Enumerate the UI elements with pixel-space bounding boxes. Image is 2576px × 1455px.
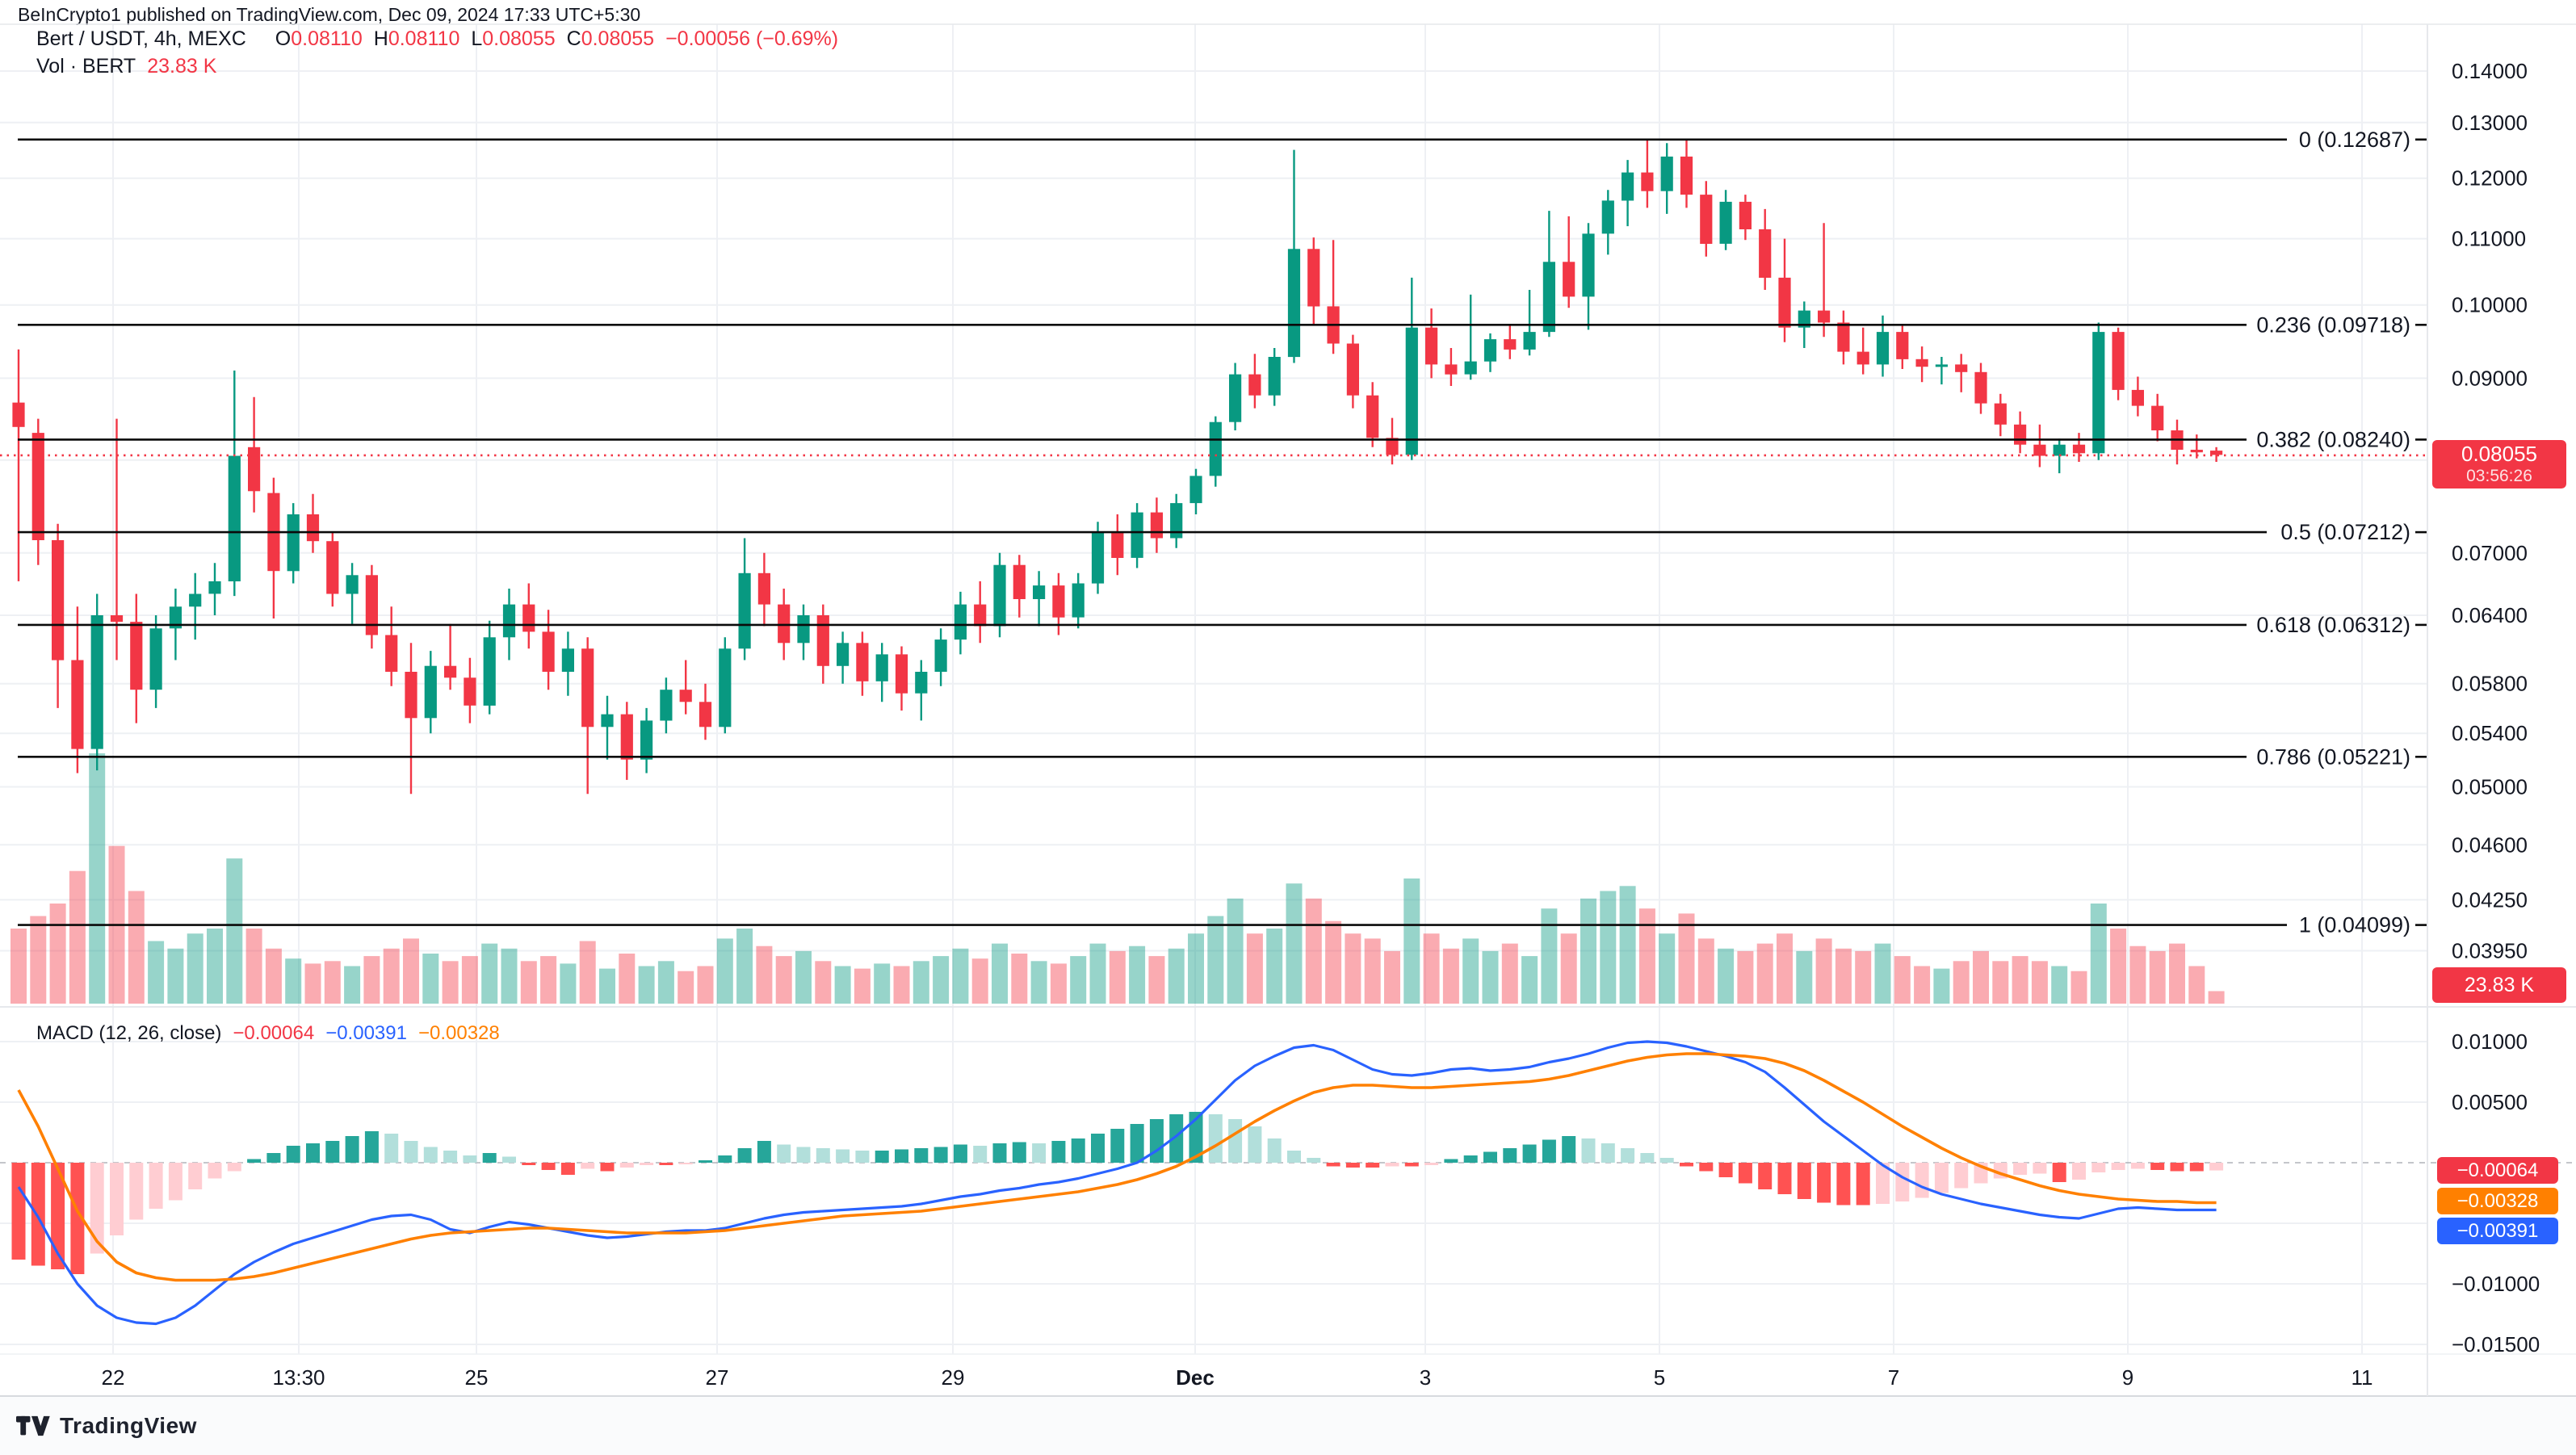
svg-text:0 (0.12687): 0 (0.12687): [2299, 128, 2410, 152]
svg-text:Dec: Dec: [1176, 1365, 1215, 1390]
volume-label: Vol · BERT: [36, 55, 136, 78]
macd-signal-value: −0.00328: [417, 1022, 500, 1044]
bar-countdown: 03:56:26: [2466, 466, 2532, 485]
macd-signal-badge-value: −0.00328: [2456, 1189, 2539, 1212]
candlestick-series: [12, 140, 2223, 795]
svg-text:0.10000: 0.10000: [2452, 293, 2528, 317]
tradingview-logo[interactable]: TradingView: [16, 1413, 197, 1439]
svg-text:0.12000: 0.12000: [2452, 166, 2528, 191]
price-axis[interactable]: 0.14000 0.13000 0.12000 0.11000 0.10000 0.090…: [2452, 59, 2540, 1356]
svg-text:0.04250: 0.04250: [2452, 887, 2528, 912]
fib-retracement: 0 (0.12687) 0.236 (0.09718) 0.382 (0.08240…: [18, 128, 2427, 937]
svg-text:0.786 (0.05221): 0.786 (0.05221): [2256, 744, 2410, 769]
open-value: 0.08110: [291, 27, 363, 50]
svg-text:−0.01000: −0.01000: [2452, 1272, 2540, 1296]
change-value: −0.00056 (−0.69%): [665, 27, 839, 50]
time-axis[interactable]: 22 13:30 25 27 29 Dec 3 5 7 9 11: [102, 1365, 2373, 1390]
volume-bars: [10, 753, 2225, 1004]
svg-text:0.00500: 0.00500: [2452, 1090, 2528, 1114]
svg-text:11: 11: [2352, 1365, 2373, 1390]
svg-text:0.01000: 0.01000: [2452, 1029, 2528, 1054]
low-value: 0.08055: [482, 27, 556, 50]
svg-text:3: 3: [1420, 1365, 1431, 1390]
svg-text:0.236 (0.09718): 0.236 (0.09718): [2256, 312, 2410, 337]
svg-text:0.382 (0.08240): 0.382 (0.08240): [2256, 427, 2410, 451]
macd-line-badge-value: −0.00391: [2456, 1219, 2539, 1242]
svg-text:27: 27: [706, 1365, 729, 1390]
volume-badge: 23.83 K: [2432, 967, 2566, 1003]
svg-text:0.07000: 0.07000: [2452, 541, 2528, 565]
close-label: C: [566, 27, 581, 50]
volume-legend: Vol · BERT 23.83 K: [36, 55, 216, 78]
macd-title: MACD (12, 26, close): [36, 1022, 222, 1044]
macd-hist-value: −0.00064: [233, 1022, 315, 1044]
high-label: H: [373, 27, 388, 50]
svg-text:0.06400: 0.06400: [2452, 603, 2528, 627]
symbol-title: Bert / USDT, 4h, MEXC: [36, 27, 246, 50]
macd-line-badge: −0.00391: [2437, 1218, 2558, 1244]
macd-hist-badge-value: −0.00064: [2456, 1159, 2539, 1181]
svg-text:0.04600: 0.04600: [2452, 832, 2528, 857]
svg-text:0.618 (0.06312): 0.618 (0.06312): [2256, 613, 2410, 637]
tradingview-logo-icon: [16, 1415, 50, 1436]
open-label: O: [275, 27, 292, 50]
svg-text:0.5 (0.07212): 0.5 (0.07212): [2280, 520, 2410, 544]
macd-signal-line: [17, 1052, 2217, 1282]
tradingview-brand-text: TradingView: [60, 1413, 197, 1438]
svg-text:9: 9: [2122, 1365, 2133, 1390]
svg-text:29: 29: [942, 1365, 965, 1390]
svg-text:1 (0.04099): 1 (0.04099): [2299, 913, 2410, 937]
svg-text:0.14000: 0.14000: [2452, 59, 2528, 83]
symbol-legend: Bert / USDT, 4h, MEXC O0.08110 H0.08110 L0.…: [36, 27, 838, 51]
macd-line-value: −0.00391: [325, 1022, 407, 1044]
svg-text:0.05000: 0.05000: [2452, 775, 2528, 799]
svg-text:0.05800: 0.05800: [2452, 672, 2528, 696]
close-value: 0.08055: [581, 27, 655, 50]
volume-badge-value: 23.83 K: [2464, 973, 2535, 996]
svg-text:25: 25: [465, 1365, 489, 1390]
svg-text:5: 5: [1654, 1365, 1665, 1390]
last-price-badge: 0.08055 03:56:26: [2432, 440, 2566, 488]
high-value: 0.08110: [388, 27, 460, 50]
svg-text:0.13000: 0.13000: [2452, 111, 2528, 135]
macd-line: [17, 1040, 2217, 1326]
svg-text:0.11000: 0.11000: [2452, 227, 2526, 251]
macd-hist-badge: −0.00064: [2437, 1157, 2558, 1184]
svg-text:0.05400: 0.05400: [2452, 721, 2528, 745]
macd-signal-badge: −0.00328: [2437, 1188, 2558, 1214]
svg-text:−0.01500: −0.01500: [2452, 1332, 2540, 1356]
publish-header: BeInCrypto1 published on TradingView.com…: [18, 4, 641, 25]
svg-text:22: 22: [102, 1365, 125, 1390]
volume-value: 23.83 K: [147, 55, 217, 78]
macd-legend: MACD (12, 26, close) −0.00064 −0.00391 −0.0…: [36, 1022, 511, 1045]
svg-text:0.03950: 0.03950: [2452, 939, 2528, 963]
svg-text:7: 7: [1888, 1365, 1899, 1390]
macd-histogram: [11, 1112, 2224, 1274]
low-label: L: [471, 27, 483, 50]
svg-text:13:30: 13:30: [272, 1365, 325, 1390]
footer-band: [0, 1397, 2576, 1455]
last-price-value: 0.08055: [2461, 441, 2537, 466]
svg-text:0.09000: 0.09000: [2452, 366, 2528, 390]
